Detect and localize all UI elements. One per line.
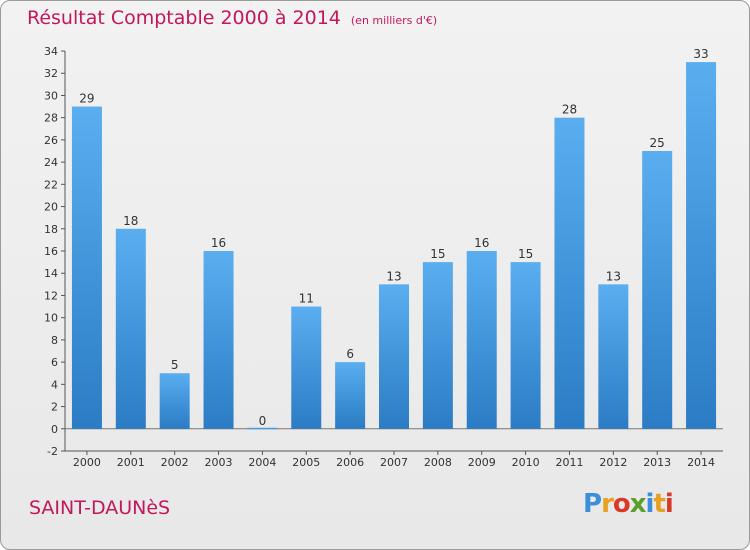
value-label-2002: 5 [171, 358, 179, 372]
y-tick-label: 16 [44, 245, 58, 258]
bar-2007 [379, 284, 409, 429]
y-tick-label: 34 [44, 45, 58, 58]
y-tick-label: 2 [51, 401, 58, 414]
x-tick-label-2013: 2013 [643, 456, 671, 469]
bar-2004 [247, 427, 278, 430]
place-name: SAINT-DAUNèS [29, 497, 171, 519]
y-tick-label: 24 [44, 156, 58, 169]
value-label-2004: 0 [259, 414, 267, 428]
bar-2008 [422, 262, 453, 429]
x-tick-label-2005: 2005 [292, 456, 320, 469]
value-label-2005: 11 [299, 292, 314, 306]
brand-letter: i [645, 489, 655, 519]
bar-2000 [71, 106, 102, 429]
bar-2006 [335, 362, 366, 429]
brand-letter: x [629, 489, 647, 519]
brand-letter: i [664, 489, 674, 519]
y-tick-label: 28 [44, 112, 58, 125]
brand-letter: o [612, 489, 631, 519]
bar-2012 [598, 284, 629, 429]
brand-logo: Proxiti [583, 489, 674, 519]
value-label-2000: 29 [79, 92, 94, 106]
bar-2003 [203, 251, 234, 429]
value-label-2006: 6 [346, 347, 354, 361]
y-tick-label: -2 [47, 445, 58, 458]
x-tick-label-2014: 2014 [687, 456, 715, 469]
value-label-2007: 13 [386, 269, 401, 283]
x-tick-label-2009: 2009 [468, 456, 496, 469]
value-label-2009: 16 [474, 236, 489, 250]
bar-2001 [115, 228, 146, 429]
bar-2013 [642, 151, 673, 429]
bar-2002 [159, 373, 190, 429]
x-tick-label-2010: 2010 [512, 456, 540, 469]
value-label-2003: 16 [211, 236, 226, 250]
x-tick-label-2004: 2004 [248, 456, 276, 469]
x-tick-label-2008: 2008 [424, 456, 452, 469]
y-tick-label: 10 [44, 312, 58, 325]
x-tick-label-2001: 2001 [117, 456, 145, 469]
chart-title: Résultat Comptable 2000 à 2014 (en millie… [27, 7, 437, 29]
brand-letter: r [601, 489, 614, 519]
value-label-2011: 28 [562, 103, 577, 117]
bar-2014 [686, 62, 717, 429]
x-tick-label-2011: 2011 [555, 456, 583, 469]
y-tick-label: 12 [44, 289, 58, 302]
chart-subtitle: (en milliers d'€) [350, 14, 438, 27]
y-tick-label: 20 [44, 201, 58, 214]
y-tick-label: 8 [51, 334, 58, 347]
chart-data-labels: 29 18 5 16 0 11 6 13 15 16 15 28 13 25 33 [79, 47, 708, 428]
bar-2005 [291, 306, 322, 429]
chart-bars [71, 62, 717, 430]
value-label-2008: 15 [430, 247, 445, 261]
value-label-2013: 25 [650, 136, 665, 150]
y-tick-label: 32 [44, 67, 58, 80]
y-tick-label: 0 [51, 423, 58, 436]
y-tick-label: 4 [51, 378, 58, 391]
bar-2011 [554, 117, 585, 429]
y-tick-label: 6 [51, 356, 58, 369]
chart-title-text: Résultat Comptable 2000 à 2014 [27, 7, 341, 29]
y-tick-label: 14 [44, 267, 58, 280]
bar-2010 [510, 262, 541, 429]
brand-letter: P [583, 489, 602, 519]
value-label-2012: 13 [606, 269, 621, 283]
y-tick-label: 18 [44, 223, 58, 236]
value-label-2001: 18 [123, 214, 138, 228]
x-tick-label-2012: 2012 [599, 456, 627, 469]
y-tick-label: 30 [44, 89, 58, 102]
value-label-2014: 33 [693, 47, 708, 61]
x-tick-label-2007: 2007 [380, 456, 408, 469]
bar-2009 [466, 251, 497, 429]
value-label-2010: 15 [518, 247, 533, 261]
x-tick-label-2002: 2002 [161, 456, 189, 469]
x-tick-label-2003: 2003 [205, 456, 233, 469]
x-tick-label-2000: 2000 [73, 456, 101, 469]
brand-letter: t [653, 489, 665, 519]
x-tick-label-2006: 2006 [336, 456, 364, 469]
y-tick-label: 26 [44, 134, 58, 147]
y-tick-label: 22 [44, 178, 58, 191]
